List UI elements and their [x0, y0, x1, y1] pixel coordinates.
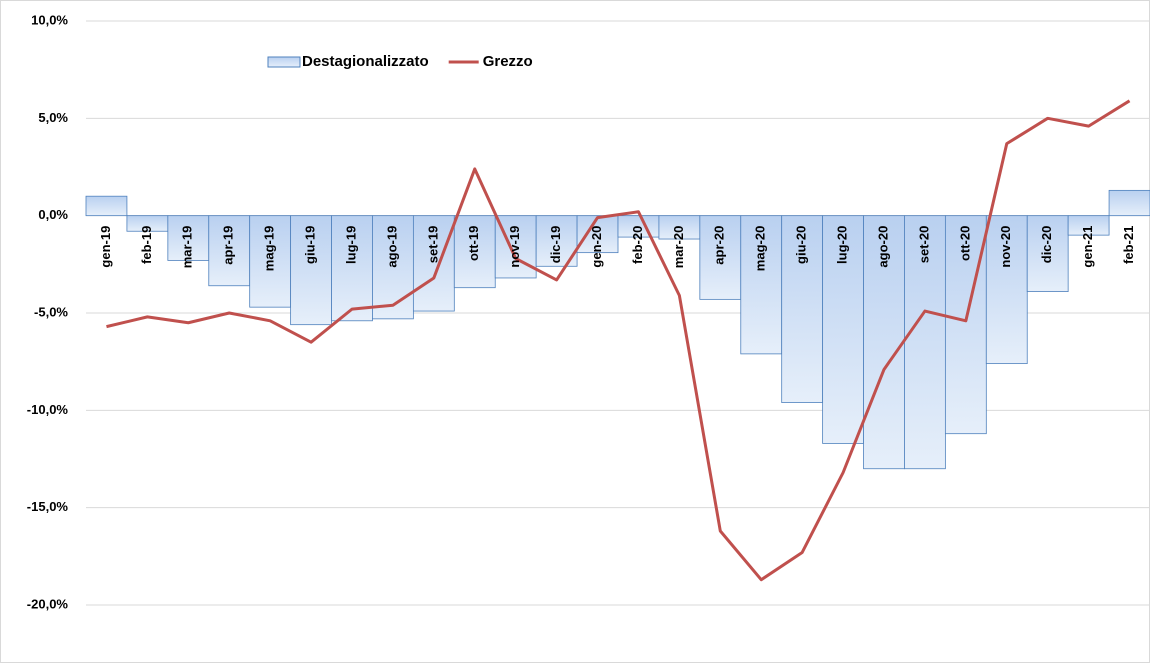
- bar: [331, 215, 373, 322]
- x-tick-label: feb-19: [139, 226, 154, 264]
- legend-swatch: [267, 56, 301, 68]
- bar: [985, 215, 1028, 365]
- x-tick-label: mag-19: [262, 226, 277, 272]
- bar: [1067, 215, 1110, 236]
- x-tick-label: apr-19: [221, 226, 236, 265]
- y-tick-label: -20,0%: [27, 596, 69, 611]
- x-tick-label: lug-20: [835, 226, 850, 264]
- bar: [1026, 215, 1069, 292]
- x-tick-label: nov-19: [507, 226, 522, 268]
- bar: [167, 215, 210, 261]
- x-tick-label: gen-20: [589, 226, 604, 268]
- bar: [208, 215, 251, 287]
- x-tick-label: mar-20: [671, 226, 686, 269]
- x-tick-label: ago-19: [384, 226, 399, 268]
- y-tick-label: -15,0%: [27, 499, 69, 514]
- x-tick-label: gen-19: [98, 226, 113, 268]
- x-tick-label: giu-20: [794, 226, 809, 264]
- y-tick-label: -10,0%: [27, 402, 69, 417]
- x-tick-label: ago-20: [875, 226, 890, 268]
- x-tick-label: dic-20: [1039, 226, 1054, 264]
- x-tick-label: mar-19: [180, 226, 195, 269]
- x-tick-label: feb-20: [630, 226, 645, 264]
- bar: [904, 215, 946, 470]
- x-tick-label: set-19: [425, 226, 440, 264]
- x-tick-label: ott-20: [957, 226, 972, 261]
- legend-label: Destagionalizzato: [302, 53, 429, 70]
- bar: [822, 215, 864, 444]
- y-tick-label: 0,0%: [38, 207, 68, 222]
- bar: [740, 215, 783, 355]
- line: [106, 99, 1131, 582]
- x-tick-label: gen-21: [1080, 226, 1095, 268]
- x-tick-label: feb-21: [1121, 226, 1136, 264]
- bar: [85, 195, 128, 217]
- bar: [863, 215, 905, 470]
- bar: [944, 215, 987, 435]
- x-tick-label: apr-20: [712, 226, 727, 265]
- bar: [290, 215, 332, 326]
- bar: [576, 215, 619, 254]
- x-tick-label: ott-19: [466, 226, 481, 261]
- bar: [1108, 189, 1150, 217]
- bar: [412, 215, 455, 312]
- bar: [699, 215, 742, 300]
- y-tick-label: 10,0%: [31, 12, 68, 27]
- x-tick-label: giu-19: [303, 226, 318, 264]
- bar: [372, 215, 414, 320]
- y-tick-label: -5,0%: [34, 304, 68, 319]
- legend-label: Grezzo: [483, 53, 533, 70]
- y-tick-label: 5,0%: [38, 110, 68, 125]
- x-tick-label: lug-19: [343, 226, 358, 264]
- bar: [781, 215, 824, 403]
- x-tick-label: nov-20: [998, 226, 1013, 268]
- bar: [249, 215, 292, 308]
- x-tick-label: set-20: [916, 226, 931, 264]
- bar: [453, 215, 496, 289]
- x-tick-label: mag-20: [753, 226, 768, 272]
- x-tick-label: dic-19: [548, 226, 563, 264]
